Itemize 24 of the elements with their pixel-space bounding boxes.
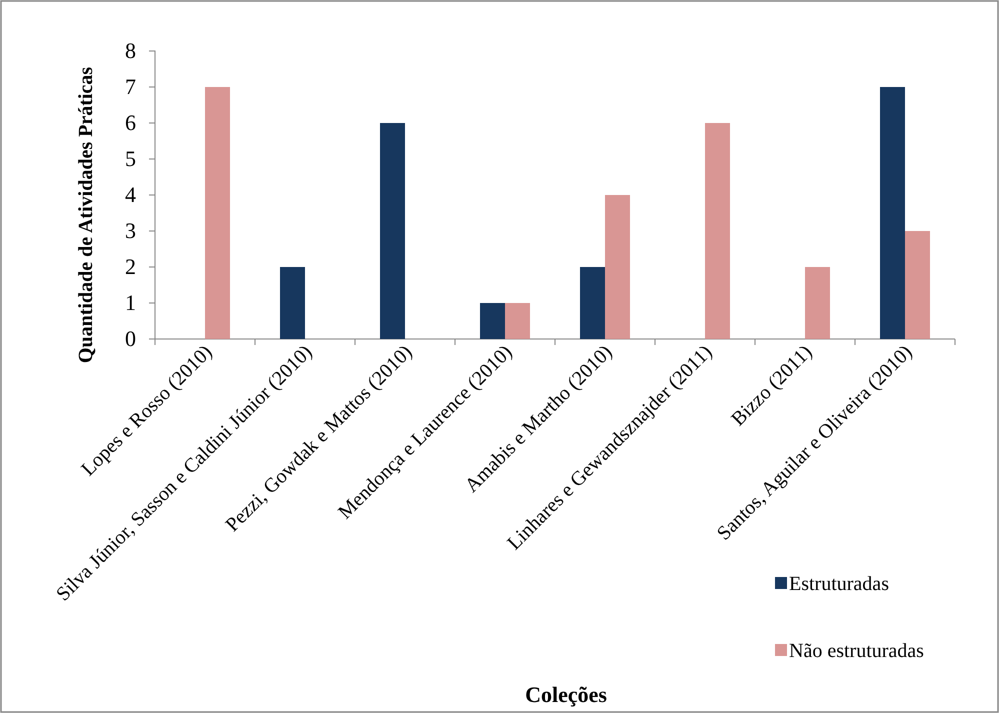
y-tick-label: 7 — [125, 74, 136, 100]
bar — [280, 267, 305, 339]
y-tick-label: 1 — [125, 290, 136, 316]
y-tick-label: 6 — [125, 110, 136, 136]
bar — [705, 123, 730, 339]
y-tick-label: 4 — [125, 182, 136, 208]
y-tick-label: 5 — [125, 146, 136, 172]
y-axis-title: Quantidade de Atividades Práticas — [75, 66, 97, 364]
y-tick-label: 2 — [125, 254, 136, 280]
bar — [880, 87, 905, 339]
legend-label: Não estruturadas — [789, 640, 924, 662]
y-tick-label: 3 — [125, 218, 136, 244]
bar — [380, 123, 405, 339]
bar — [505, 303, 530, 339]
y-tick-label: 8 — [125, 38, 136, 64]
bar — [605, 195, 630, 339]
bar — [480, 303, 505, 339]
bar — [905, 231, 930, 339]
legend-label: Estruturadas — [789, 573, 890, 595]
y-tick-label: 0 — [125, 326, 136, 352]
bar — [205, 87, 230, 339]
x-axis-title: Coleções — [525, 682, 608, 707]
bar — [580, 267, 605, 339]
bar — [805, 267, 830, 339]
